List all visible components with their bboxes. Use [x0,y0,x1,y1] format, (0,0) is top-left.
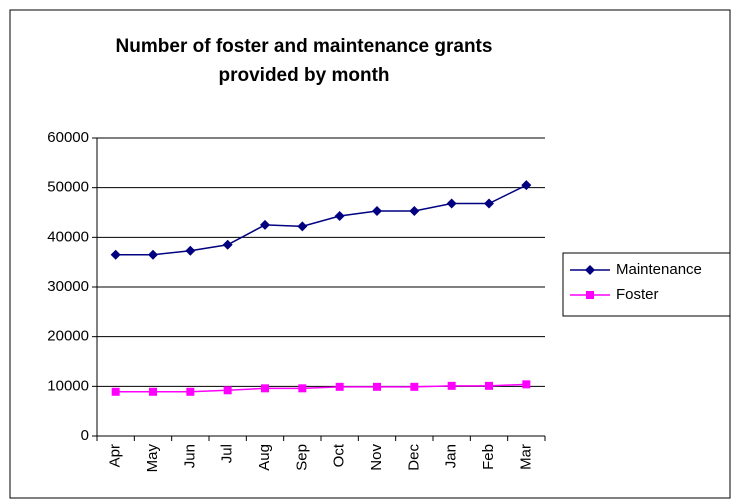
x-tick-label: May [144,444,161,473]
marker [110,249,121,260]
legend-label: Maintenance [616,261,702,278]
marker [334,210,345,221]
legend-box [562,252,731,317]
marker [373,382,381,391]
marker [297,221,308,232]
y-tick-label: 20000 [47,328,89,345]
marker [185,245,196,256]
x-tick-label: Aug [256,444,273,471]
x-tick-label: Jan [443,444,460,468]
marker [149,387,157,396]
series-line [115,184,527,256]
y-tick-label: 40000 [47,228,89,245]
marker [446,198,457,209]
marker [186,387,195,396]
x-tick-label: Apr [107,444,124,467]
legend-marker [586,291,594,299]
x-tick-label: Dec [405,444,422,471]
series-line [115,383,527,393]
y-tick-label: 50000 [47,179,89,196]
marker [148,249,158,260]
marker [223,386,232,395]
marker [484,198,494,209]
marker [261,384,269,393]
x-tick-label: Mar [517,444,534,470]
y-tick-label: 0 [81,427,89,444]
marker [410,382,419,391]
chart-title: provided by month [219,65,390,86]
marker [298,384,307,393]
marker [522,380,531,389]
x-tick-label: Feb [480,444,497,470]
marker [111,387,120,396]
legend-label: Foster [616,286,659,303]
marker [485,381,493,390]
x-tick-label: Jul [219,444,236,463]
legend-marker [585,265,595,275]
marker [447,381,456,390]
x-tick-label: Oct [331,443,348,467]
marker [521,180,532,191]
marker [222,239,233,250]
marker [372,206,382,217]
x-tick-label: Nov [368,444,385,471]
y-tick-label: 30000 [47,278,89,295]
y-tick-label: 10000 [47,377,89,394]
y-tick-label: 60000 [47,129,89,146]
x-tick-label: Sep [293,444,310,471]
marker [409,206,420,217]
chart-title: Number of foster and maintenance grants [116,36,493,57]
marker [335,382,344,391]
x-tick-label: Jun [181,444,198,468]
marker [260,219,270,230]
